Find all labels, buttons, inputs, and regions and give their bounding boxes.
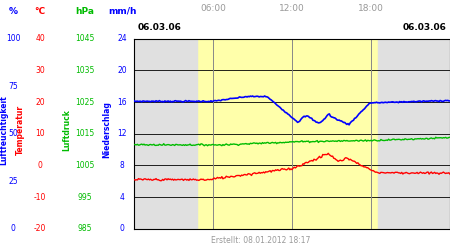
Text: 1015: 1015 (75, 129, 94, 138)
Text: 10: 10 (36, 129, 45, 138)
Text: hPa: hPa (75, 7, 94, 16)
Text: 0: 0 (38, 161, 43, 170)
Text: 100: 100 (6, 34, 21, 43)
Text: 18:00: 18:00 (358, 4, 384, 13)
Text: 40: 40 (36, 34, 45, 43)
Text: 1025: 1025 (75, 98, 94, 106)
Text: 30: 30 (36, 66, 45, 75)
Text: 16: 16 (117, 98, 127, 106)
Text: 20: 20 (36, 98, 45, 106)
Text: 12:00: 12:00 (279, 4, 305, 13)
Text: Erstellt: 08.01.2012 18:17: Erstellt: 08.01.2012 18:17 (211, 236, 310, 245)
Text: Niederschlag: Niederschlag (102, 102, 111, 158)
Bar (134, 39, 197, 229)
Text: 06.03.06: 06.03.06 (137, 23, 181, 32)
Text: 0: 0 (120, 224, 125, 233)
Text: 06:00: 06:00 (200, 4, 226, 13)
Text: 0: 0 (11, 224, 16, 233)
Text: 1045: 1045 (75, 34, 94, 43)
Bar (378, 39, 450, 229)
Text: 4: 4 (120, 192, 125, 202)
Text: 8: 8 (120, 161, 124, 170)
Text: Temperatur: Temperatur (16, 105, 25, 155)
Text: Luftdruck: Luftdruck (62, 109, 71, 151)
Text: 75: 75 (9, 82, 18, 91)
Text: 50: 50 (9, 129, 18, 138)
Text: 20: 20 (117, 66, 127, 75)
Text: 06.03.06: 06.03.06 (403, 23, 447, 32)
Bar (197, 39, 378, 229)
Text: 985: 985 (77, 224, 92, 233)
Text: 24: 24 (117, 34, 127, 43)
Text: %: % (9, 7, 18, 16)
Text: 12: 12 (117, 129, 127, 138)
Text: mm/h: mm/h (108, 7, 136, 16)
Text: 1005: 1005 (75, 161, 94, 170)
Text: 1035: 1035 (75, 66, 94, 75)
Text: °C: °C (35, 7, 46, 16)
Text: -10: -10 (34, 192, 46, 202)
Text: 995: 995 (77, 192, 92, 202)
Text: -20: -20 (34, 224, 46, 233)
Text: Luftfeuchtigkeit: Luftfeuchtigkeit (0, 95, 8, 165)
Text: 25: 25 (9, 177, 18, 186)
